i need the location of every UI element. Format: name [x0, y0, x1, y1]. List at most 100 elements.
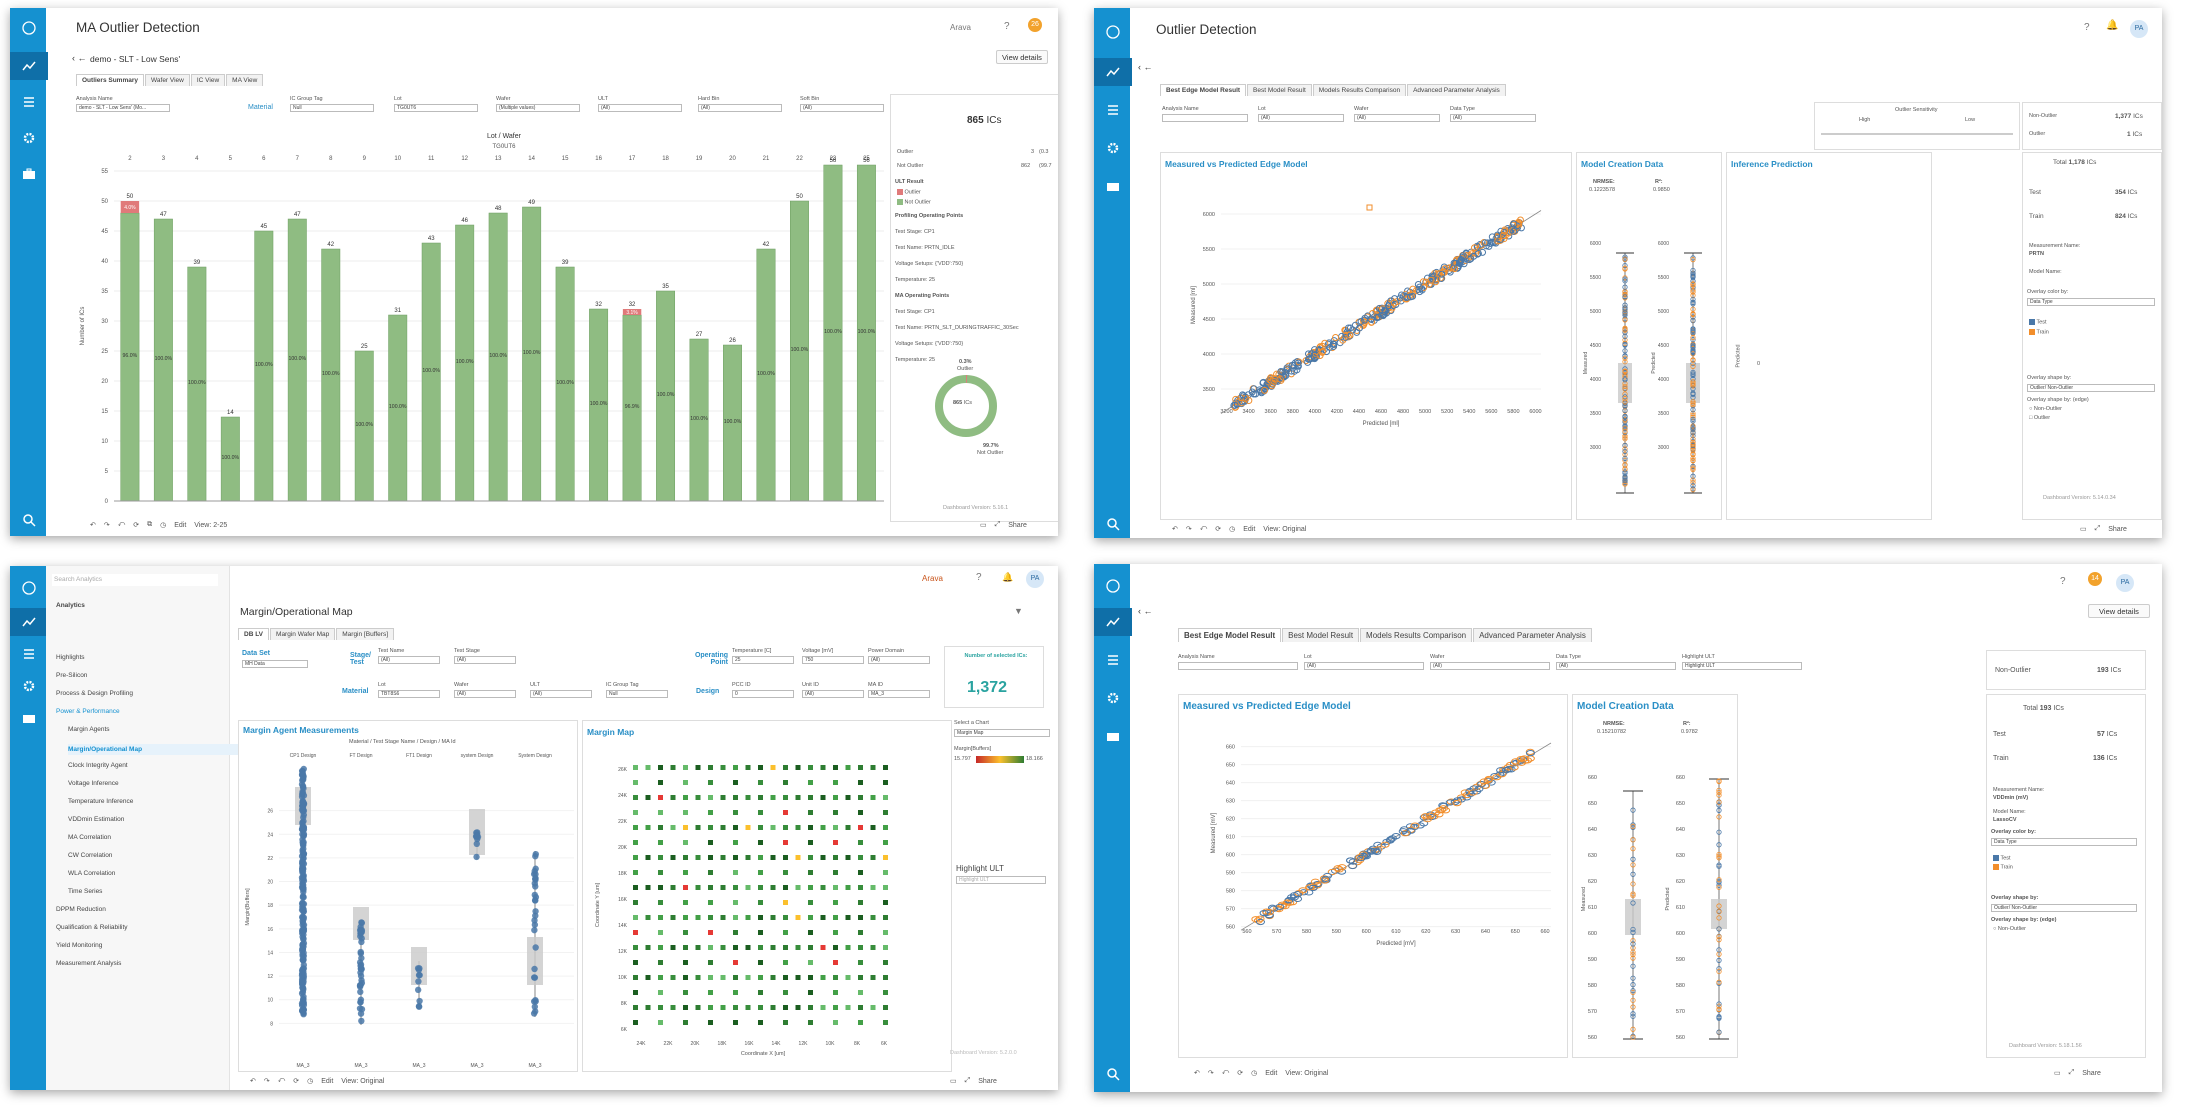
filter-select[interactable]: (All) — [1354, 114, 1440, 122]
revert-icon[interactable]: ⤺ — [117, 521, 126, 528]
gear-icon[interactable] — [1094, 134, 1132, 162]
filter-select[interactable]: (Multiple values) — [496, 104, 580, 112]
list-icon[interactable] — [10, 640, 48, 668]
tab-ic-view[interactable]: IC View — [190, 74, 226, 86]
nav-item[interactable]: Yield Monitoring — [56, 942, 103, 949]
filter-select[interactable]: 0 — [732, 690, 794, 698]
search-icon[interactable] — [1094, 510, 1132, 538]
history-icon[interactable]: ◷ — [1251, 1070, 1258, 1077]
dataset-select[interactable]: MH Data — [242, 660, 308, 668]
revert-icon[interactable]: ⤺ — [1199, 525, 1208, 532]
nav-item[interactable]: Margin Agents — [68, 726, 110, 733]
refresh-icon[interactable]: ⟳ — [1237, 1070, 1244, 1077]
filter-select[interactable]: (All) — [378, 656, 440, 664]
list-icon[interactable] — [1094, 96, 1132, 124]
bell-icon[interactable]: 🔔 — [1002, 572, 1014, 582]
avatar[interactable]: PA — [2116, 574, 2134, 592]
nav-item[interactable]: VDDmin Estimation — [68, 816, 125, 823]
comment-icon[interactable]: ▭ — [2080, 526, 2087, 533]
gear-icon[interactable] — [10, 672, 48, 700]
analytics-icon[interactable] — [10, 608, 48, 636]
nav-item[interactable]: Time Series — [68, 888, 103, 895]
filter-select[interactable] — [1162, 114, 1248, 122]
nav-item[interactable]: Temperature Inference — [68, 798, 134, 805]
help-icon[interactable]: ? — [1004, 21, 1010, 32]
nav-item[interactable]: WLA Correlation — [68, 870, 116, 877]
briefcase-icon[interactable] — [10, 160, 48, 188]
revert-icon[interactable]: ⤺ — [1221, 1069, 1230, 1076]
search-icon[interactable] — [10, 506, 48, 534]
logo-icon[interactable] — [10, 14, 48, 42]
filter-select[interactable]: (All) — [1556, 662, 1676, 670]
avatar[interactable]: PA — [2130, 20, 2148, 38]
filter-select[interactable] — [1178, 662, 1298, 670]
refresh-icon[interactable]: ⟳ — [1215, 526, 1222, 533]
view-details-button[interactable]: View details — [2088, 604, 2150, 618]
comment-icon[interactable]: ▭ — [950, 1078, 957, 1085]
redo-icon[interactable]: ↷ — [1185, 526, 1192, 533]
filter-select[interactable]: (All) — [800, 104, 884, 112]
filter-select[interactable]: 750 — [802, 656, 864, 664]
filter-select[interactable]: (All) — [698, 104, 782, 112]
redo-icon[interactable]: ↷ — [1207, 1070, 1214, 1077]
nav-item[interactable]: Clock Integrity Agent — [68, 762, 128, 769]
tab-db-lv[interactable]: DB LV — [238, 628, 270, 640]
overlay-color-select[interactable]: Data Type — [2027, 298, 2155, 306]
search-analytics-input[interactable]: Search Analytics — [52, 574, 218, 586]
filter-select[interactable]: Highlight ULT — [1682, 662, 1802, 670]
overlay-color-select[interactable]: Data Type — [1991, 838, 2137, 846]
tab-wafer-view[interactable]: Wafer View — [145, 74, 190, 86]
fullscreen-icon[interactable]: ⤢ — [2094, 525, 2101, 532]
tab-best-model[interactable]: Best Model Result — [1247, 84, 1312, 96]
undo-icon[interactable]: ↶ — [90, 522, 96, 529]
logo-icon[interactable] — [10, 574, 48, 602]
view-details-button[interactable]: View details — [996, 50, 1048, 64]
filter-select[interactable]: TBT8S6 — [378, 690, 440, 698]
overlay-shape-select[interactable]: Outlier/ Non-Outlier — [2027, 384, 2155, 392]
redo-icon[interactable]: ↷ — [263, 1078, 270, 1085]
tab-margin-wafer-map[interactable]: Margin Wafer Map — [270, 628, 336, 640]
pause-icon[interactable]: ⧉ — [147, 521, 153, 528]
help-icon[interactable]: ? — [2060, 576, 2066, 587]
tab-advanced-analysis[interactable]: Advanced Parameter Analysis — [1473, 628, 1592, 642]
help-icon[interactable]: ? — [2084, 22, 2090, 33]
view-button[interactable]: View: Original — [341, 1077, 385, 1085]
edit-button[interactable]: Edit — [1243, 525, 1256, 533]
analytics-icon[interactable] — [10, 52, 48, 80]
filter-select[interactable]: (All) — [1258, 114, 1344, 122]
help-icon[interactable]: ? — [976, 572, 982, 583]
tab-outliers-summary[interactable]: Outliers Summary — [76, 74, 144, 86]
fullscreen-icon[interactable]: ⤢ — [994, 521, 1001, 528]
undo-icon[interactable]: ↶ — [1194, 1070, 1200, 1077]
redo-icon[interactable]: ↷ — [103, 522, 110, 529]
user-menu[interactable]: Arava — [950, 23, 971, 32]
user-menu[interactable]: Arava — [922, 574, 943, 583]
filter-select[interactable]: TG0UT6 — [394, 104, 478, 112]
breadcrumb[interactable]: demo - SLT - Low Sens' — [90, 54, 181, 64]
view-button[interactable]: View: 2-25 — [194, 521, 228, 529]
tab-models-comparison[interactable]: Models Results Comparison — [1360, 628, 1473, 642]
filter-select[interactable]: (All) — [802, 690, 864, 698]
select-chart[interactable]: Margin Map — [954, 729, 1050, 737]
overlay-shape-select[interactable]: Outlier/ Non-Outlier — [1991, 904, 2137, 912]
comment-icon[interactable]: ▭ — [980, 522, 987, 529]
avatar[interactable]: PA — [1026, 570, 1044, 588]
tab-best-edge-model[interactable]: Best Edge Model Result — [1178, 628, 1282, 642]
list-icon[interactable] — [1094, 646, 1132, 674]
back-icon[interactable]: ‹ ← — [72, 53, 87, 63]
sensitivity-slider[interactable] — [1821, 133, 2013, 135]
filter-select[interactable]: Null — [290, 104, 374, 112]
nav-item[interactable]: Highlights — [56, 654, 85, 661]
view-button[interactable]: View: Original — [1285, 1069, 1329, 1077]
fullscreen-icon[interactable]: ⤢ — [2068, 1069, 2075, 1076]
briefcase-icon[interactable] — [1094, 722, 1132, 750]
edit-button[interactable]: Edit — [321, 1077, 334, 1085]
share-button[interactable]: Share — [1008, 521, 1027, 529]
nav-item[interactable]: Voltage Inference — [68, 780, 119, 787]
share-button[interactable]: Share — [978, 1077, 997, 1085]
revert-icon[interactable]: ⤺ — [277, 1077, 286, 1084]
share-button[interactable]: Share — [2108, 525, 2127, 533]
view-button[interactable]: View: Original — [1263, 525, 1307, 533]
share-button[interactable]: Share — [2082, 1069, 2101, 1077]
nav-item[interactable]: CW Correlation — [68, 852, 113, 859]
